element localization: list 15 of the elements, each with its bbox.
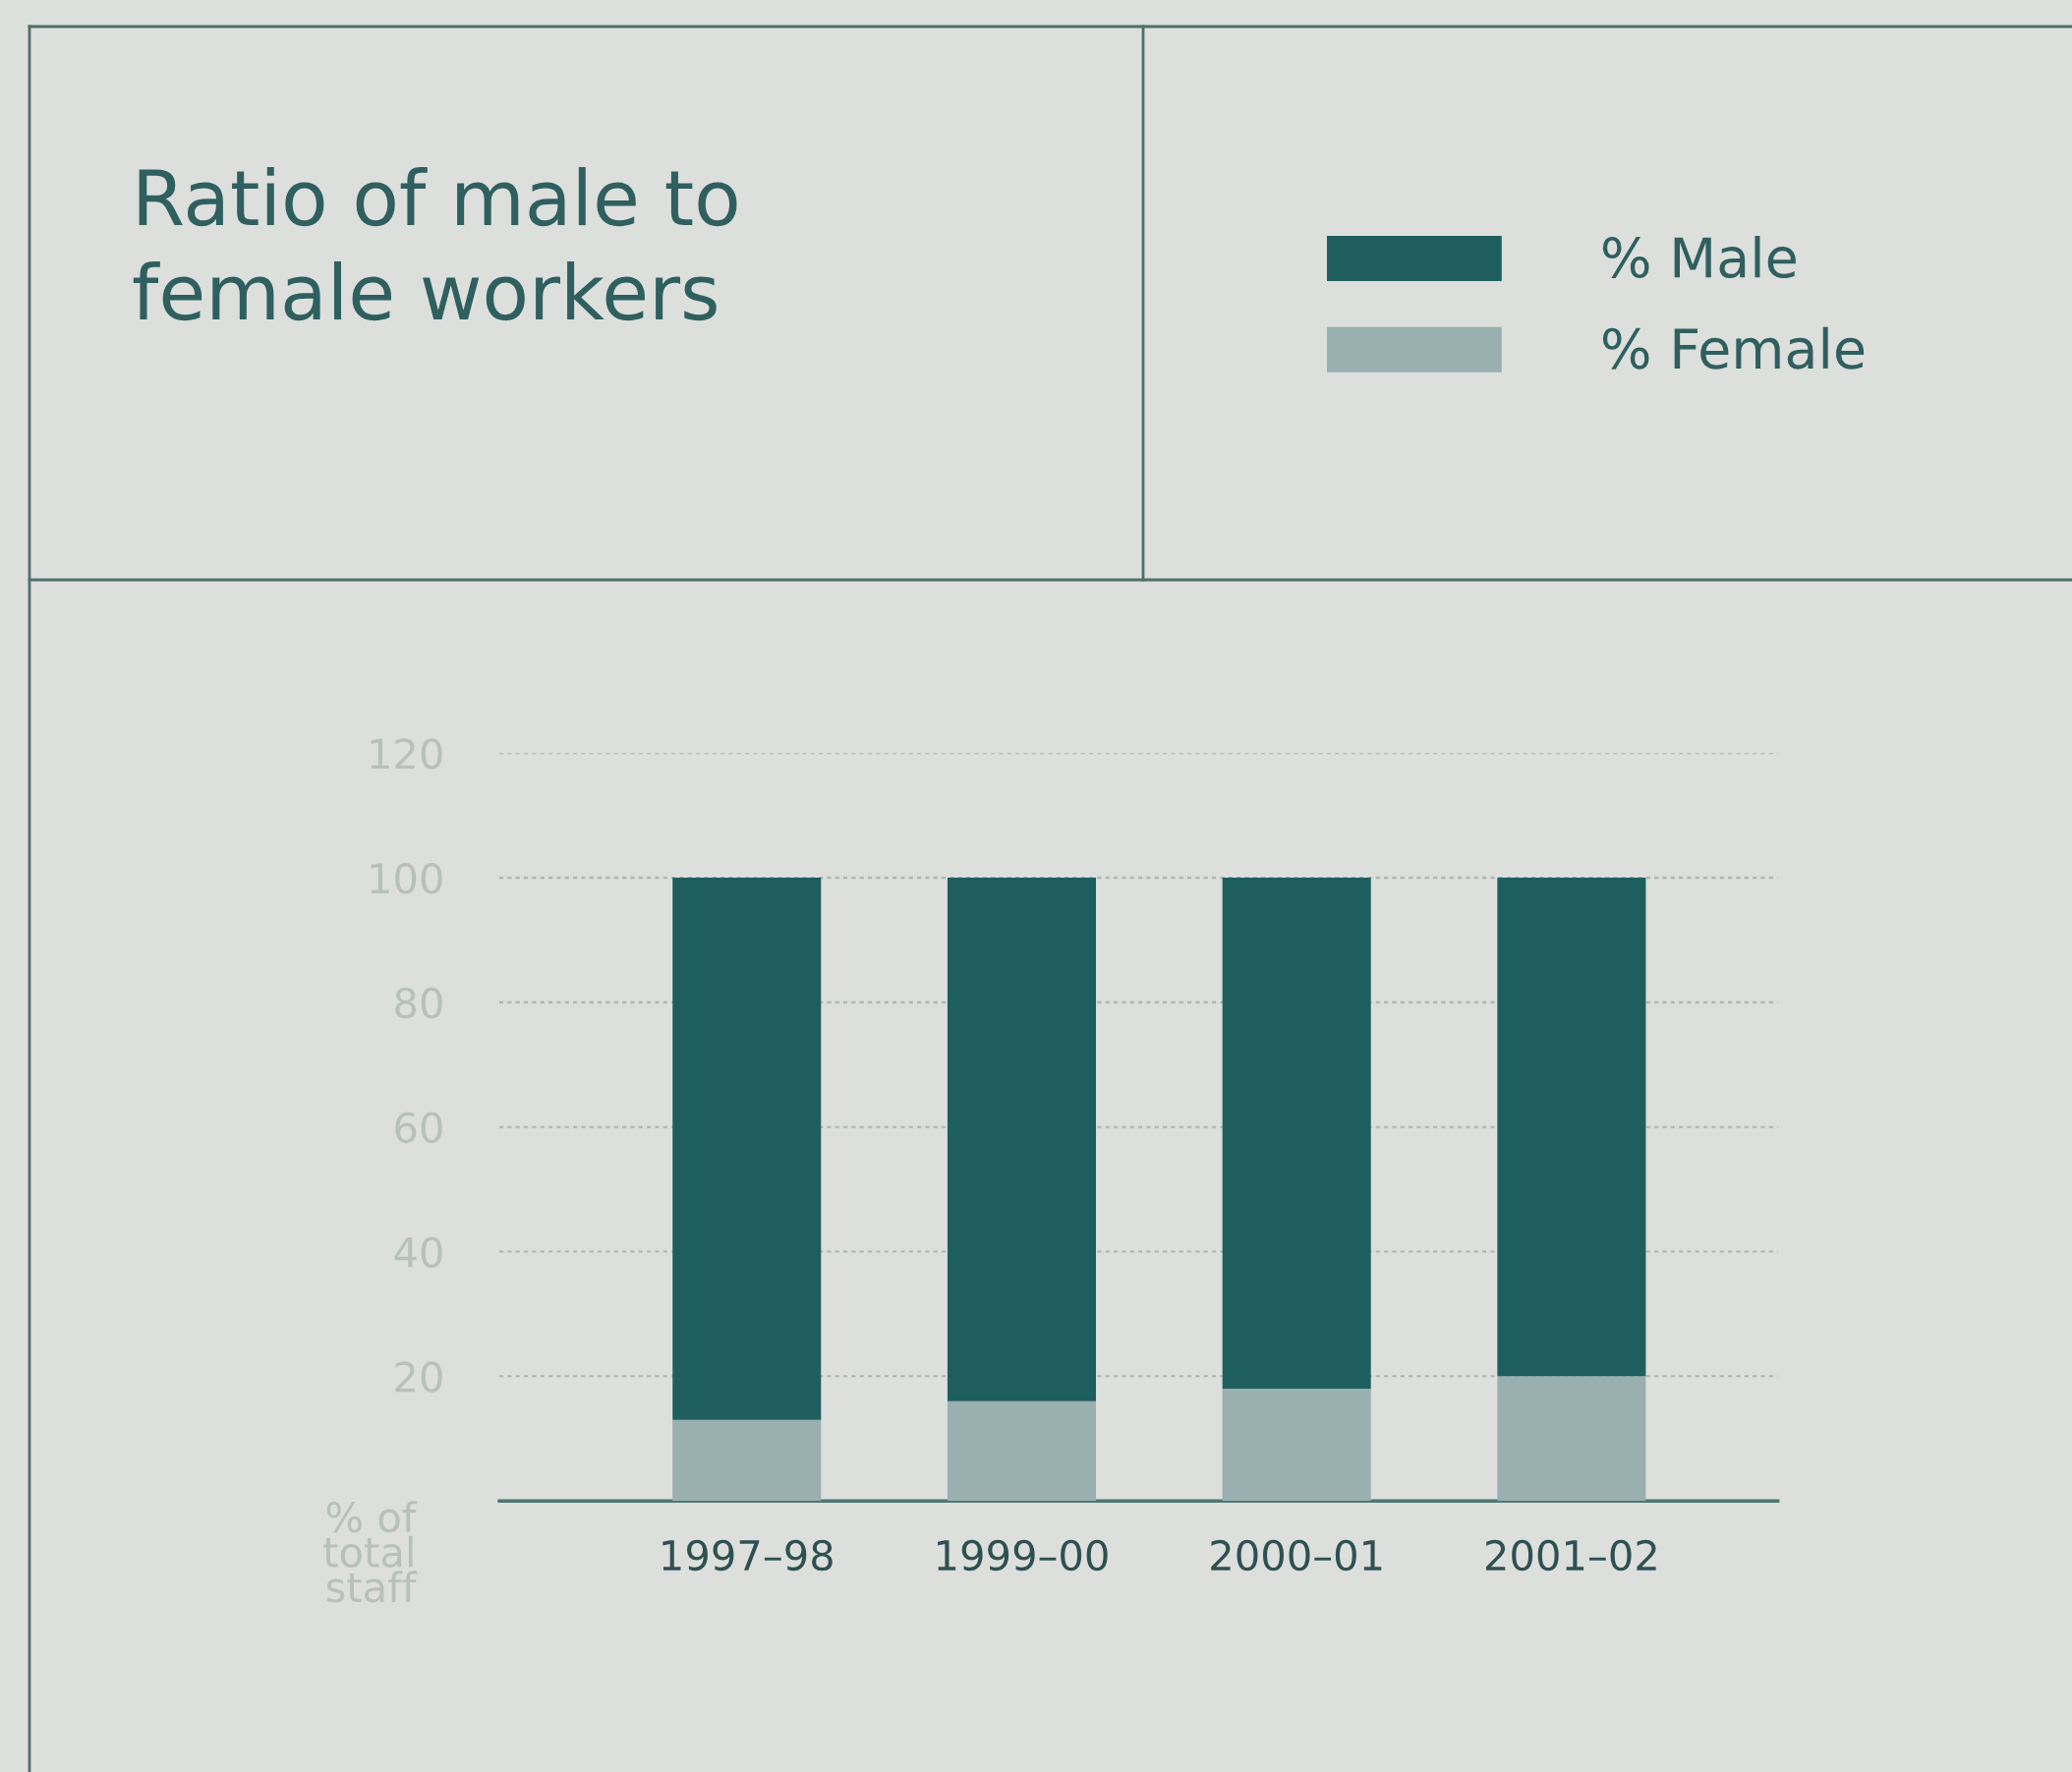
bar xyxy=(672,1419,822,1502)
bar xyxy=(947,1400,1096,1502)
bar xyxy=(1497,1376,1646,1502)
chart-title: Ratio of male to female workers xyxy=(133,167,737,321)
bar xyxy=(1222,878,1371,1390)
bar xyxy=(1497,878,1646,1377)
legend-label: % Female xyxy=(1602,326,1865,370)
legend-label: % Male xyxy=(1602,236,1796,279)
x-tick-label: 1999–00 xyxy=(938,1539,1108,1572)
bar xyxy=(1222,1389,1371,1502)
bar xyxy=(947,878,1096,1401)
bar xyxy=(672,878,822,1420)
x-tick-label: 2001–02 xyxy=(1485,1539,1656,1572)
x-tick-label: 1997–98 xyxy=(662,1539,833,1572)
x-tick-label: 2000–01 xyxy=(1211,1539,1382,1572)
